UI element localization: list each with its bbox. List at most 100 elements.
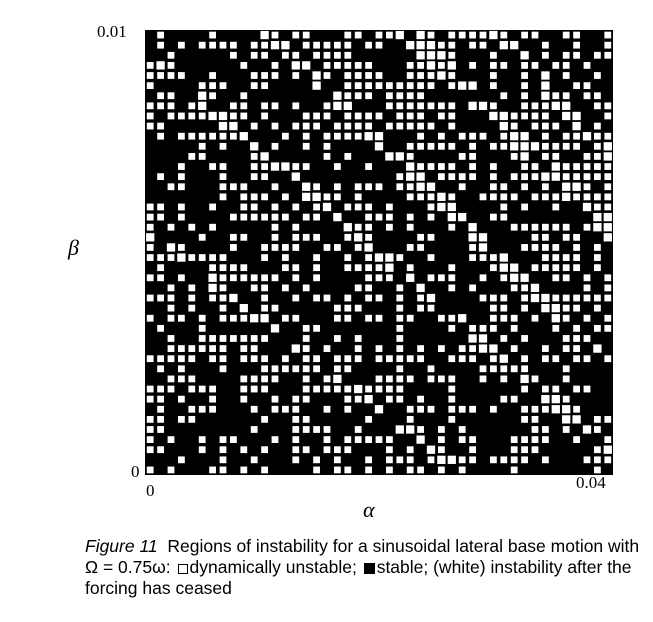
cell-stable [281, 30, 290, 40]
cell-stable [166, 81, 176, 90]
cell-unstable [602, 313, 613, 324]
cell-unstable [176, 131, 187, 142]
cell-stable [437, 354, 446, 363]
cell-stable [291, 182, 300, 191]
cell-unstable [259, 303, 270, 314]
cell-stable [354, 293, 363, 303]
cell-unstable [498, 293, 509, 303]
cell-unstable [218, 40, 228, 51]
cell-stable [322, 415, 332, 424]
cell-stable [489, 425, 498, 434]
cell-unstable [488, 252, 499, 263]
cell-unstable [426, 232, 436, 243]
cell-stable [343, 142, 352, 151]
cell-stable [187, 121, 196, 131]
cell-unstable [342, 30, 353, 40]
cell-stable [229, 152, 238, 161]
cell-stable [343, 243, 352, 252]
cell-unstable [394, 374, 405, 384]
cell-stable [281, 233, 290, 242]
cell-unstable [342, 111, 353, 121]
cell-unstable [426, 30, 436, 40]
cell-stable [333, 111, 342, 121]
cell-unstable [436, 444, 447, 455]
cell-stable [489, 334, 498, 343]
cell-unstable [166, 465, 176, 475]
cell-stable [364, 324, 373, 333]
cell-unstable [582, 333, 592, 344]
cell-stable [270, 81, 280, 90]
cell-stable [530, 253, 540, 262]
cell-stable [374, 101, 384, 110]
cell-post-forcing [572, 111, 581, 121]
cell-stable [478, 182, 488, 191]
cell-unstable [353, 394, 364, 405]
cell-post-forcing [239, 132, 248, 141]
cell-unstable [186, 404, 197, 415]
cell-unstable [259, 252, 270, 263]
cell-post-forcing [426, 61, 436, 70]
cell-unstable [436, 313, 447, 324]
cell-unstable [498, 394, 509, 405]
cell-stable [562, 212, 571, 222]
cell-stable [582, 212, 592, 222]
cell-unstable [218, 191, 228, 202]
cell-stable [270, 314, 280, 323]
cell-stable [312, 172, 321, 181]
cell-post-forcing [541, 91, 550, 100]
cell-stable [333, 405, 342, 414]
cell-stable [260, 435, 269, 444]
cell-stable [166, 172, 176, 181]
cell-stable [218, 30, 228, 40]
cell-unstable [561, 60, 572, 71]
cell-unstable [426, 303, 436, 314]
cell-post-forcing [354, 233, 363, 242]
cell-post-forcing [530, 293, 540, 303]
cell-stable [499, 71, 508, 80]
cell-stable [447, 293, 456, 303]
cell-stable [229, 223, 238, 232]
cell-stable [510, 162, 519, 171]
cell-unstable [155, 131, 166, 142]
solid-square-icon [363, 563, 375, 574]
cell-post-forcing [541, 81, 550, 90]
cell-unstable [145, 100, 156, 111]
cell-stable [478, 465, 488, 475]
cell-stable [187, 30, 196, 40]
cell-unstable [405, 454, 416, 465]
cell-unstable [228, 131, 239, 142]
cell-stable [510, 91, 519, 100]
cell-unstable [363, 262, 374, 273]
cell-stable [364, 334, 373, 343]
cell-stable [603, 243, 612, 252]
cell-unstable [415, 465, 426, 475]
cell-unstable [540, 131, 551, 142]
cell-stable [530, 71, 540, 80]
cell-stable [229, 415, 238, 424]
cell-stable [364, 405, 373, 414]
cell-stable [499, 415, 508, 424]
cell-stable [426, 465, 436, 475]
cell-stable [374, 61, 384, 70]
cell-stable [395, 415, 404, 424]
cell-stable [416, 445, 425, 454]
cell-stable [478, 172, 488, 181]
cell-unstable [228, 262, 239, 273]
cell-post-forcing [333, 212, 342, 222]
cell-stable [270, 354, 280, 363]
cell-unstable [602, 414, 613, 425]
cell-unstable [540, 222, 551, 233]
cell-unstable [426, 404, 436, 415]
cell-stable [582, 142, 592, 151]
cell-unstable [207, 222, 218, 233]
cell-unstable [426, 141, 436, 152]
cell-stable [395, 435, 404, 444]
cell-unstable [446, 191, 457, 202]
cell-stable [146, 30, 155, 40]
cell-stable [562, 354, 571, 363]
cell-stable [187, 41, 196, 50]
cell-stable [187, 162, 196, 171]
cell-stable [541, 30, 550, 40]
cell-unstable [238, 313, 249, 324]
cell-stable [489, 41, 498, 50]
